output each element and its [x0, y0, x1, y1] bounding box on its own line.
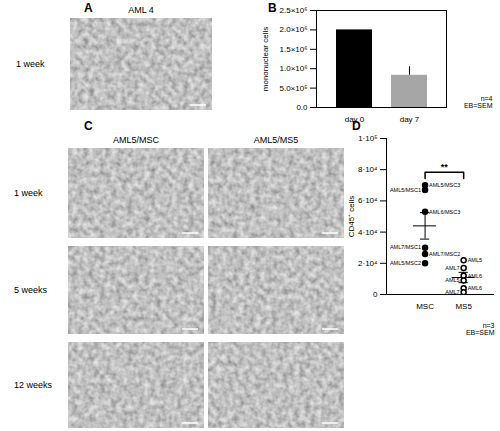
svg-text:AML5/MSC3: AML5/MSC3 [429, 182, 460, 188]
svg-text:AML7/MSC1: AML7/MSC1 [390, 244, 421, 250]
svg-text:6·10⁴: 6·10⁴ [358, 196, 378, 205]
svg-text:1.5×10⁶: 1.5×10⁶ [280, 45, 308, 54]
svg-text:**: ** [441, 162, 449, 172]
svg-text:AML5/MSC2: AML5/MSC2 [390, 260, 421, 266]
svg-text:MS5: MS5 [455, 302, 472, 311]
svg-text:2.5×10⁶: 2.5×10⁶ [280, 6, 308, 15]
svg-text:AML5/MSC1: AML5/MSC1 [390, 187, 421, 193]
svg-text:2·10⁴: 2·10⁴ [358, 259, 378, 268]
svg-text:mononuclear cells: mononuclear cells [261, 27, 270, 91]
svg-text:n=4EB=SEM: n=4EB=SEM [464, 95, 493, 109]
svg-text:MSC: MSC [416, 302, 434, 311]
svg-text:day 7: day 7 [400, 115, 420, 124]
svg-text:5.0×10⁵: 5.0×10⁵ [279, 84, 307, 93]
svg-text:AML6: AML6 [468, 273, 482, 279]
svg-text:AML7: AML7 [445, 289, 459, 295]
svg-text:n=3EB=SEM: n=3EB=SEM [466, 322, 495, 336]
svg-text:1.0×10⁶: 1.0×10⁶ [280, 64, 308, 73]
svg-text:AML6: AML6 [468, 285, 482, 291]
svg-text:AML7: AML7 [445, 265, 459, 271]
svg-text:8·10⁴: 8·10⁴ [358, 165, 378, 174]
svg-text:4·10⁴: 4·10⁴ [358, 228, 378, 237]
svg-text:1·10⁵: 1·10⁵ [358, 134, 377, 143]
svg-text:0.0: 0.0 [296, 103, 308, 112]
svg-text:2.0×10⁶: 2.0×10⁶ [280, 25, 308, 34]
svg-text:AML5: AML5 [445, 277, 459, 283]
svg-text:0: 0 [373, 290, 378, 299]
svg-text:AML6/MSC3: AML6/MSC3 [429, 209, 460, 215]
svg-text:AML7/MSC2: AML7/MSC2 [429, 251, 460, 257]
svg-text:CD45⁺ cells: CD45⁺ cells [347, 196, 356, 238]
svg-text:AML5: AML5 [468, 257, 482, 263]
